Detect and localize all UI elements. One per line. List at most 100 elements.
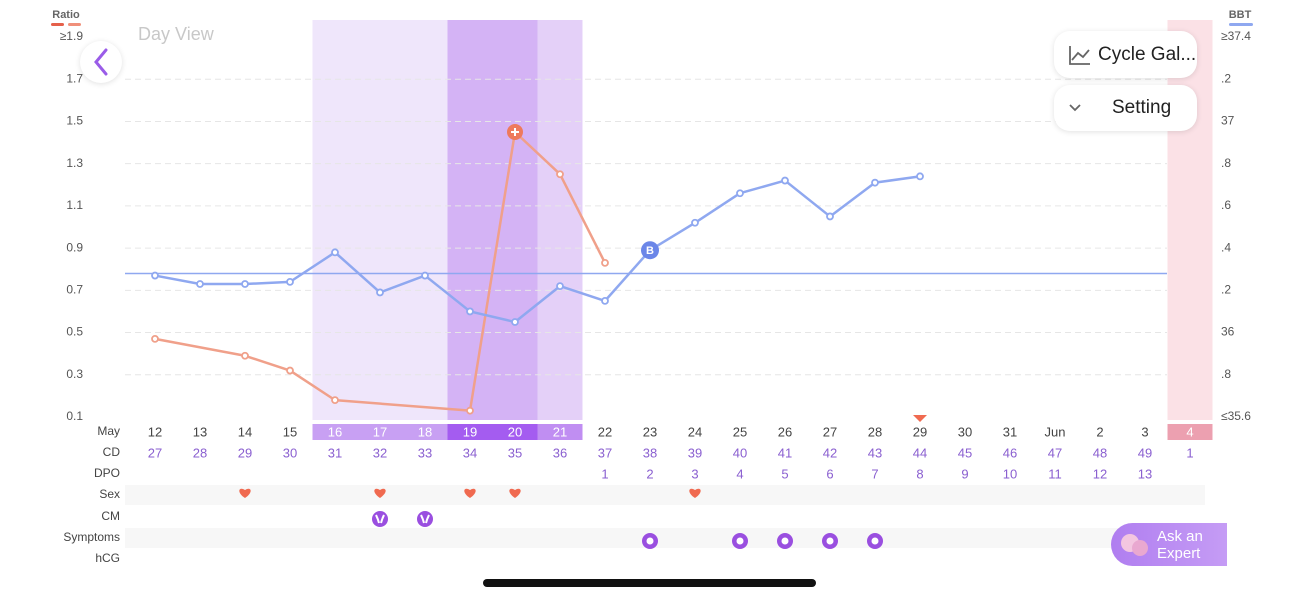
date-label: 23 [643,424,657,439]
phase-band [402,20,448,420]
row-label: hCG [95,551,120,565]
cycle-button[interactable]: Cycle Gal... [1054,31,1197,78]
left-tick-label: 1.3 [66,156,83,170]
date-label: 27 [823,424,837,439]
phase-band [357,20,403,420]
ratio-point [466,406,474,415]
cd-label: 30 [283,445,297,460]
heart [509,488,521,498]
cd-label: 44 [913,445,927,460]
today-marker [913,415,927,422]
cd-label: 36 [553,445,567,460]
ask-expert-button[interactable]: Ask an Expert [1111,523,1227,566]
cd-label: 35 [508,445,522,460]
row-label: Symptoms [63,530,120,544]
bbt-point [151,271,159,280]
date-label: 14 [238,424,252,439]
date-label: Jun [1045,424,1066,439]
left-tick-label: 1.5 [66,114,83,128]
date-label: 16 [328,424,342,439]
left-tick-label: 0.3 [66,367,83,381]
dpo-label: 13 [1138,466,1152,481]
cd-label: 42 [823,445,837,460]
left-tick-label: 0.5 [66,325,83,339]
cd-label: 27 [148,445,162,460]
symptom-glyph [871,537,879,545]
ask-icon [1121,533,1148,556]
bbt-point [601,296,609,305]
left-axis-key [51,23,64,26]
date-label: 26 [778,424,792,439]
dpo-label: 11 [1048,466,1062,481]
cm-icon [372,511,388,527]
right-tick-label: .2 [1221,71,1231,85]
cd-label: 46 [1003,445,1017,460]
date-label: 12 [148,424,162,439]
left-axis-title: Ratio [52,9,80,21]
right-tick-label: .6 [1221,198,1231,212]
bbt-point [826,212,834,221]
left-tick-label: 0.9 [66,240,83,254]
right-tick-label: .8 [1221,367,1231,381]
setting-button[interactable]: Setting [1054,85,1197,131]
date-label: 20 [508,424,522,439]
dpo-label: 12 [1093,466,1107,481]
ratio-segment [154,337,246,358]
bbt-segment [604,249,651,302]
back-button[interactable] [80,41,122,83]
date-label: 22 [598,424,612,439]
date-label: 24 [688,424,702,439]
heart [689,488,701,498]
bbt-marker [641,241,659,260]
bbt-segment [424,274,471,313]
phase-band [1167,20,1213,420]
left-tick-label: ≥1.9 [60,29,84,43]
dpo-label: 4 [736,466,743,481]
setting-icon [1069,104,1081,112]
phase-band [447,20,493,420]
cd-label: 33 [418,445,432,460]
cd-label: 28 [193,445,207,460]
dpo-label: 7 [871,466,878,481]
phase-band [312,20,358,420]
bbt-point [556,282,564,291]
bbt-segment [379,274,426,294]
left-axis-key [68,23,81,26]
date-label: 28 [868,424,882,439]
bbt-segment [874,175,921,184]
cm-icon [417,511,433,527]
cd-label: 47 [1048,445,1062,460]
date-label: 4 [1186,424,1193,439]
bbt-segment [829,181,876,218]
dpo-label: 6 [826,466,833,481]
cd-label: 45 [958,445,972,460]
bbt-point [691,218,699,227]
back-icon [94,48,108,76]
bbt-point [466,307,474,316]
right-tick-label: .8 [1221,156,1231,170]
cd-label: 37 [598,445,612,460]
ratio-point [601,258,609,267]
ratio-segment [558,173,607,264]
cd-label: 49 [1138,445,1152,460]
date-pill [312,424,358,440]
bbt-point [241,280,249,288]
row-label: CM [101,509,120,523]
bbt-segment [289,251,336,283]
row-label: May [97,424,120,438]
date-pill [537,424,583,440]
cd-label: 32 [373,445,387,460]
left-tick-label: 1.7 [66,71,83,85]
bbt-point [376,288,384,297]
bbt-segment [334,251,381,294]
row-shade [125,485,1205,505]
setting-label: Setting [1112,97,1172,118]
bbt-point [736,189,744,198]
view-label: Day View [138,24,215,44]
left-tick-label: 1.1 [66,198,83,212]
cd-label: 43 [868,445,882,460]
bbt-segment [559,284,606,303]
bbt-point [871,178,879,187]
heart [464,488,476,498]
